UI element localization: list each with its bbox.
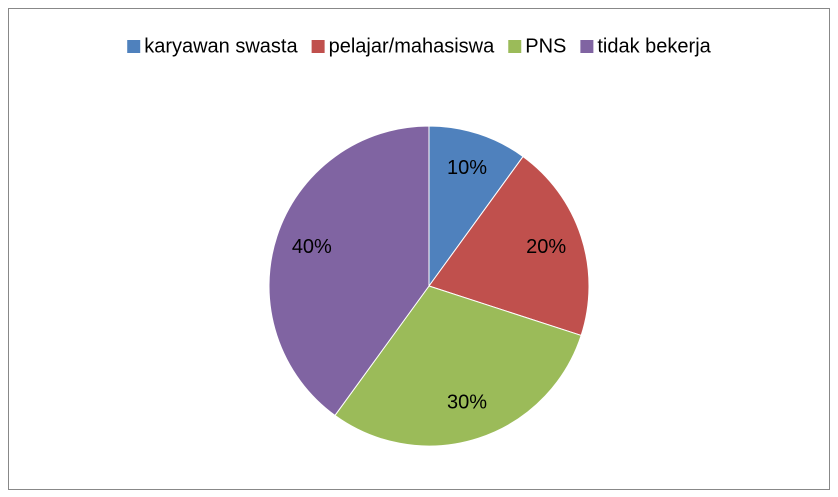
legend-label: karyawan swasta xyxy=(144,35,298,57)
pie-slice xyxy=(334,285,582,447)
pie-slice xyxy=(268,125,430,417)
data-label: 40% xyxy=(292,236,332,258)
legend-swatch xyxy=(311,40,325,53)
legend-label: tidak bekerja xyxy=(597,35,711,57)
legend-label: PNS xyxy=(525,35,566,57)
data-label: 10% xyxy=(447,157,487,179)
pie-slice xyxy=(428,125,524,288)
pie-slice xyxy=(428,155,590,337)
legend-swatch xyxy=(127,40,141,53)
legend-swatch xyxy=(508,40,522,53)
data-label: 20% xyxy=(526,236,566,258)
legend-swatch xyxy=(580,40,594,53)
legend-label: pelajar/mahasiswa xyxy=(329,35,496,57)
data-label: 30% xyxy=(447,391,487,413)
